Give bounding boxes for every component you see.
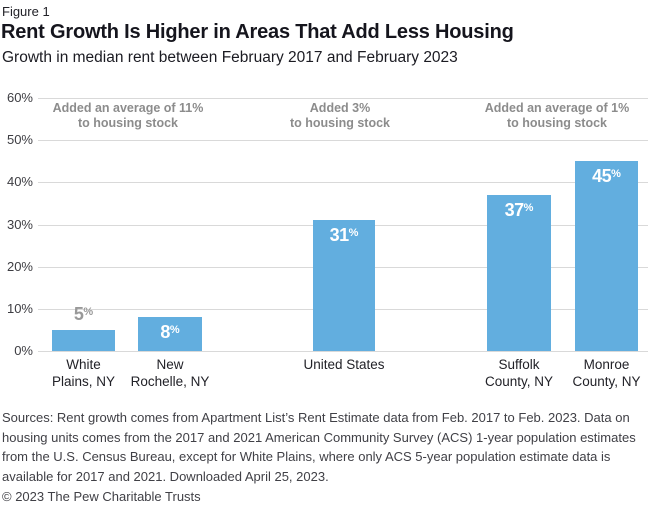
bar [575, 161, 638, 352]
bar-value-number: 5 [73, 303, 84, 324]
x-axis-category-label: Monroe County, NY [572, 357, 641, 389]
chart-title: Rent Growth Is Higher in Areas That Add … [1, 21, 514, 43]
y-axis-tick-label: 40% [6, 174, 33, 189]
bar-value-number: 45 [592, 166, 612, 187]
gridline [38, 140, 648, 141]
bar [487, 195, 551, 351]
gridline [38, 182, 648, 183]
chart-subtitle: Growth in median rent between February 2… [2, 49, 458, 66]
y-axis-tick-label: 30% [6, 217, 33, 232]
percent-sign: % [83, 305, 94, 318]
bar [138, 317, 202, 351]
y-axis-tick-label: 50% [6, 132, 33, 147]
bar-value-number: 31 [329, 225, 350, 246]
bar-value-number: 37 [504, 200, 525, 220]
percent-sign: % [523, 202, 534, 214]
housing-stock-annotation: Added an average of 1% to housing stock [484, 101, 630, 130]
housing-stock-annotation: Added 3% to housing stock [290, 101, 390, 130]
bar [52, 329, 115, 351]
bar-value-label: 31% [313, 225, 375, 246]
x-axis-category-label: White Plains, NY [51, 357, 116, 389]
y-axis-tick-label: 60% [6, 90, 33, 105]
percent-sign: % [611, 168, 621, 181]
x-axis-category-label: United States [303, 357, 385, 372]
bar-value-label: 37% [487, 200, 551, 221]
x-axis-category-label: New Rochelle, NY [130, 357, 210, 389]
percent-sign: % [169, 324, 180, 337]
bar-value-label: 8% [138, 322, 202, 343]
bar [313, 220, 375, 351]
gridline [38, 98, 648, 99]
bar-value-label: 5% [52, 304, 115, 325]
percent-sign: % [348, 227, 359, 240]
sources-note: Sources: Rent growth comes from Apartmen… [2, 410, 636, 484]
y-axis-tick-label: 10% [6, 301, 33, 316]
y-axis-tick-label: 0% [14, 343, 33, 358]
bar-value-label: 45% [575, 166, 638, 187]
housing-stock-annotation: Added an average of 11% to housing stock [52, 101, 204, 130]
bar-value-number: 8 [160, 322, 170, 343]
copyright: © 2023 The Pew Charitable Trusts [2, 489, 201, 504]
x-axis-category-label: Suffolk County, NY [484, 357, 554, 389]
figure-label: Figure 1 [2, 4, 50, 19]
y-axis-tick-label: 20% [6, 259, 33, 274]
gridline [38, 351, 648, 352]
